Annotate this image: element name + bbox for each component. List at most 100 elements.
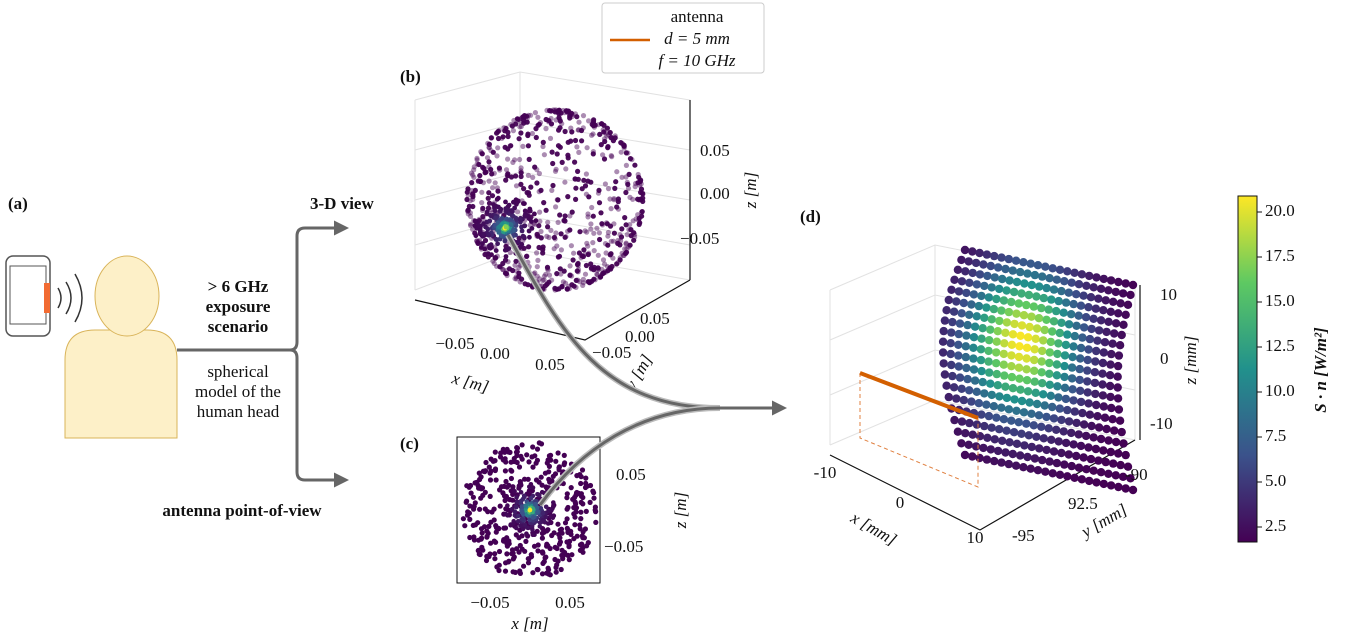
point [567,213,573,219]
point [1128,485,1138,495]
point [580,113,587,119]
point [1023,333,1033,342]
point [564,525,570,532]
point [1114,482,1123,492]
panel-label: (d) [800,207,821,226]
branch-label: antenna point-of-view [162,501,322,520]
point [607,252,613,258]
point [626,244,632,250]
point [581,177,587,183]
point [639,213,645,219]
point [1040,325,1049,335]
point [508,143,514,149]
point [597,236,603,243]
point [1032,432,1041,441]
point [1070,268,1079,277]
point [580,280,587,286]
point [514,459,520,466]
point [470,522,476,529]
point [488,540,494,546]
point [559,530,565,536]
point [611,196,617,202]
point [546,234,552,241]
point [535,257,541,263]
point [513,504,519,509]
point [580,282,586,288]
point [1069,299,1078,309]
point [565,539,571,545]
point [615,196,622,202]
point [990,251,999,261]
point [1012,406,1021,415]
point [544,266,551,272]
point [1069,440,1078,449]
point [960,245,970,255]
point [1106,307,1116,316]
point [514,525,519,531]
point [1039,336,1048,345]
point [1002,393,1012,403]
point [957,384,966,393]
point [527,234,532,240]
point [572,514,578,520]
point [1009,428,1019,437]
point [545,267,551,273]
point [555,197,561,203]
point [1008,449,1017,459]
point [511,227,516,233]
point [1055,404,1065,413]
point [565,194,571,200]
point [511,521,516,526]
point [1079,420,1089,429]
point [571,283,577,289]
point [543,126,549,132]
point [558,271,564,277]
point [992,294,1001,304]
point [1014,352,1024,362]
point [487,551,493,557]
point [984,357,993,366]
point [518,173,524,180]
point [993,327,1002,336]
point [524,452,530,458]
point [507,497,513,503]
point [993,381,1002,390]
point [1034,314,1044,323]
point [1064,288,1074,297]
point [470,191,476,197]
point [501,234,507,240]
point [522,223,528,229]
point [481,221,486,227]
point [587,482,594,489]
point [975,248,984,258]
point [556,541,563,547]
point [487,493,493,499]
point [558,110,564,116]
point [631,237,637,243]
point [1026,464,1035,473]
point [1060,383,1070,392]
point [986,325,995,334]
point [978,377,987,387]
phone-icon [5,255,83,337]
point [517,568,523,574]
point [545,521,551,526]
point [535,114,541,120]
point [1091,357,1100,366]
point [1024,431,1034,440]
point [621,143,627,149]
point [538,505,544,511]
point [533,501,538,507]
point [566,283,572,289]
point [513,274,519,280]
point [961,267,970,276]
point [478,474,484,480]
antenna [859,371,979,488]
point [572,137,579,144]
point [602,138,608,145]
point [619,226,625,232]
point [503,478,509,485]
point [541,277,547,283]
point [968,452,977,461]
point [575,267,582,273]
